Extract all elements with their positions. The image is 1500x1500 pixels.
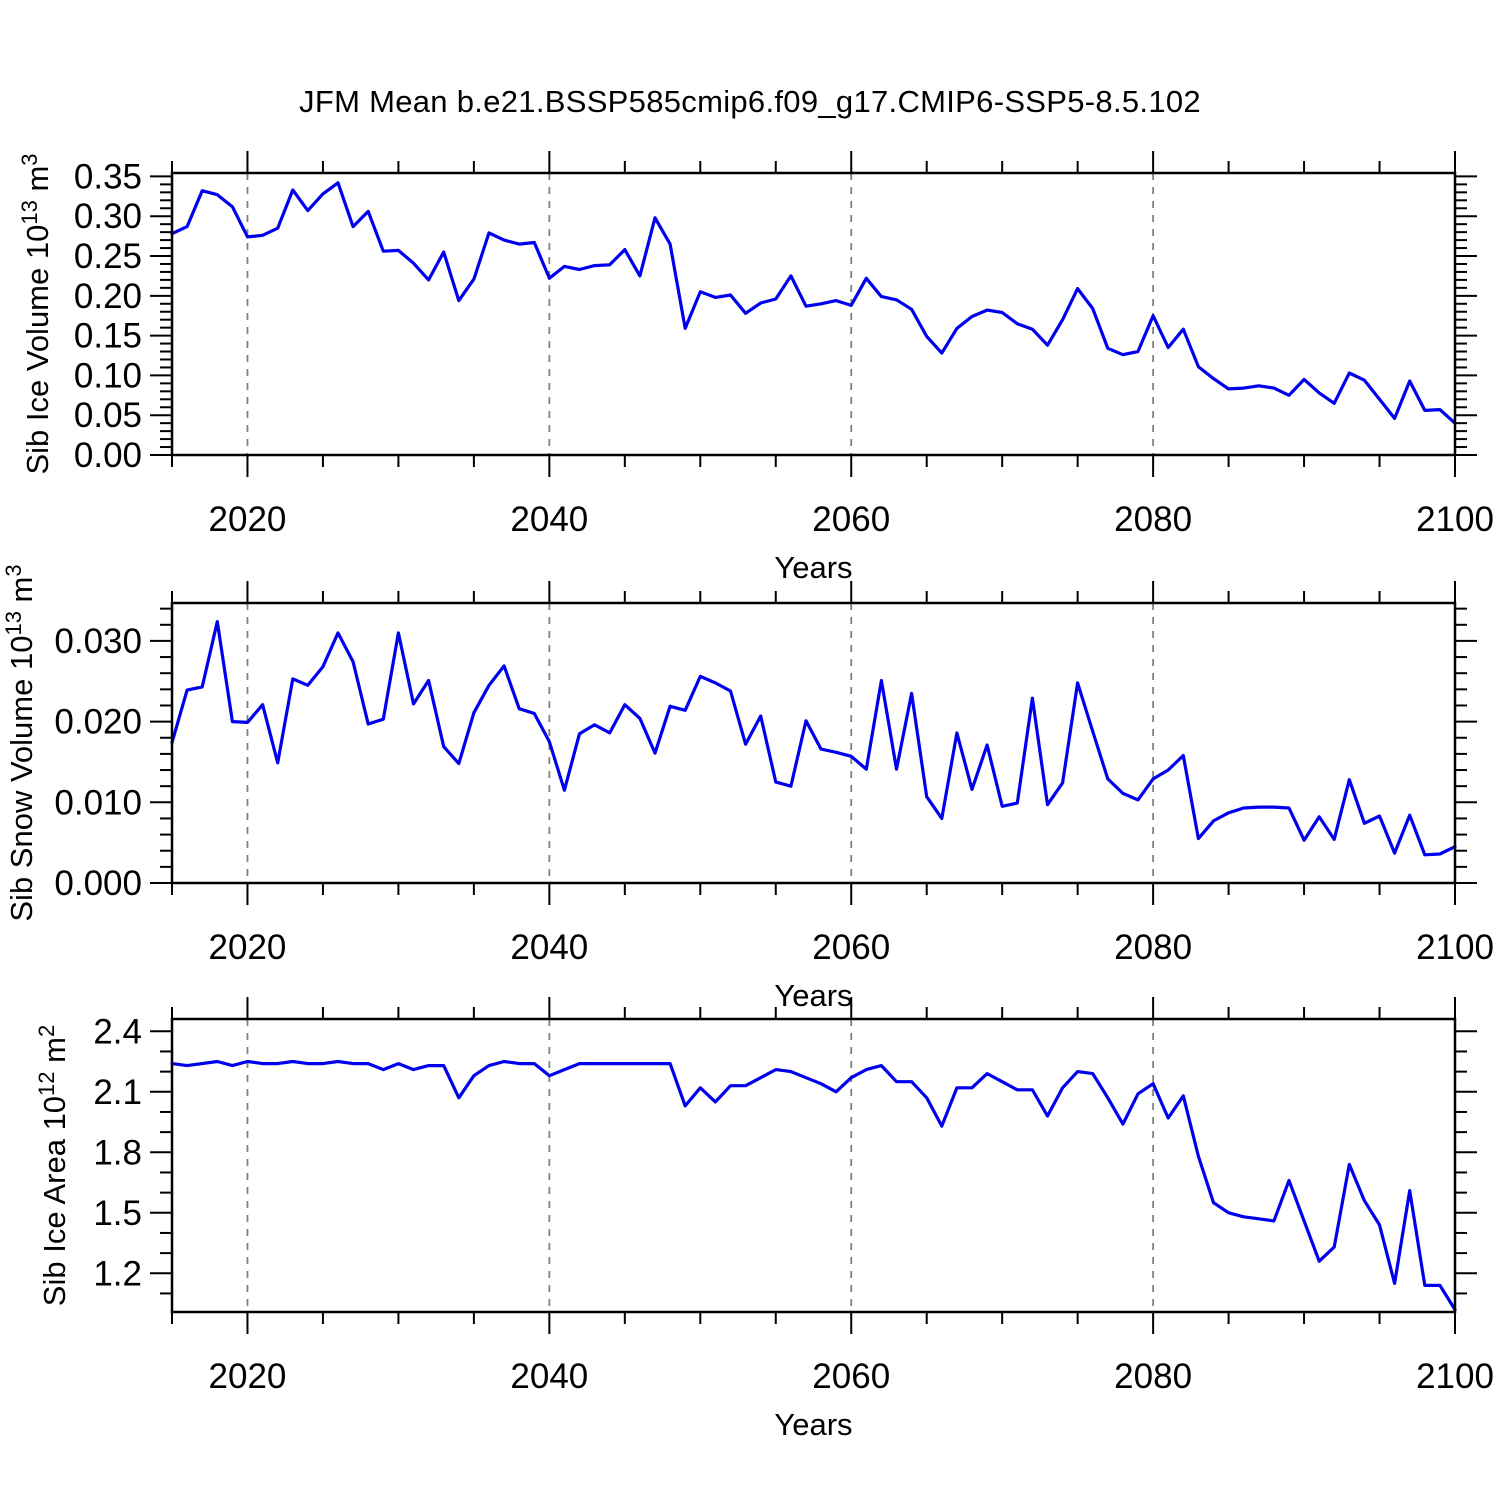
x-tick-label: 2040 bbox=[510, 928, 588, 967]
x-tick-label: 2100 bbox=[1416, 928, 1494, 967]
y-tick-label: 2.4 bbox=[93, 1012, 142, 1051]
x-axis-label: Years bbox=[774, 1407, 852, 1442]
y-axis-label-exponent: 3 bbox=[1, 564, 26, 576]
x-axis-label: Years bbox=[774, 550, 852, 585]
x-tick-label: 2080 bbox=[1114, 500, 1192, 539]
x-tick-label: 2060 bbox=[812, 1357, 890, 1396]
plot-frame bbox=[170, 171, 1457, 457]
y-tick-label: 1.5 bbox=[93, 1194, 142, 1233]
y-tick-label: 0.15 bbox=[74, 317, 142, 356]
x-tick-label: 2100 bbox=[1416, 1357, 1494, 1396]
x-tick-label: 2080 bbox=[1114, 1357, 1192, 1396]
y-tick-label: 0.000 bbox=[54, 864, 142, 903]
y-axis-label-exponent: 3 bbox=[17, 153, 42, 165]
y-axis-label-text: Sib Ice Volume 10 bbox=[20, 225, 55, 475]
data-line bbox=[170, 181, 1457, 425]
y-tick-label: 0.030 bbox=[54, 622, 142, 661]
figure-title: JFM Mean b.e21.BSSP585cmip6.f09_g17.CMIP… bbox=[299, 84, 1201, 119]
y-axis-label-exponent: 13 bbox=[17, 200, 42, 224]
data-line bbox=[170, 619, 1457, 857]
x-tick-label: 2100 bbox=[1416, 500, 1494, 539]
x-tick-label: 2020 bbox=[209, 500, 287, 539]
y-axis-label-text: m bbox=[37, 1037, 72, 1071]
y-axis-label-text: Sib Snow Volume 10 bbox=[4, 636, 39, 922]
panel-sib-ice-volume: 2020 2040 2060 2080 2100 0.000.050.100.150.20… bbox=[17, 151, 1494, 585]
y-tick-label: 0.30 bbox=[74, 197, 142, 236]
x-tick-label: 2020 bbox=[209, 1357, 287, 1396]
y-axis-label-text: Sib Ice Area 10 bbox=[37, 1096, 72, 1306]
y-axis-label: Sib Snow Volume 1013 m3 bbox=[1, 564, 39, 921]
y-axis-label: Sib Ice Area 1012 m2 bbox=[34, 1025, 72, 1306]
plot-frame bbox=[170, 1017, 1457, 1314]
y-tick-label: 0.20 bbox=[74, 277, 142, 316]
panel-sib-snow-volume: 2020 2040 2060 2080 2100 0.000 0.010 0.020 0.030… bbox=[1, 564, 1494, 1013]
y-tick-label: 0.10 bbox=[74, 356, 142, 395]
x-tick-label: 2060 bbox=[812, 928, 890, 967]
x-tick-label: 2040 bbox=[510, 500, 588, 539]
y-tick-label: 2.1 bbox=[93, 1073, 142, 1112]
y-tick-label: 1.2 bbox=[93, 1254, 142, 1293]
y-tick-label: 0.020 bbox=[54, 703, 142, 742]
y-axis-label-text: m bbox=[4, 577, 39, 611]
y-tick-label: 1.8 bbox=[93, 1133, 142, 1172]
y-tick-label: 0.05 bbox=[74, 396, 142, 435]
panel-sib-ice-area: 2020 2040 2060 2080 2100 1.2 1.5 1.8 2.1 2.4 Years… bbox=[34, 997, 1494, 1442]
y-tick-label: 0.00 bbox=[74, 436, 142, 475]
y-tick-label: 0.010 bbox=[54, 783, 142, 822]
data-line bbox=[170, 1059, 1457, 1312]
y-axis-label-exponent: 13 bbox=[1, 611, 26, 635]
y-axis-label-text: m bbox=[20, 166, 55, 200]
plot-frame bbox=[170, 601, 1457, 885]
y-tick-label: 0.35 bbox=[74, 157, 142, 196]
x-tick-label: 2080 bbox=[1114, 928, 1192, 967]
x-tick-label: 2040 bbox=[510, 1357, 588, 1396]
x-axis-label: Years bbox=[774, 978, 852, 1013]
y-tick-label: 0.25 bbox=[74, 237, 142, 276]
x-tick-label: 2020 bbox=[209, 928, 287, 967]
x-tick-label: 2060 bbox=[812, 500, 890, 539]
y-axis-label: Sib Ice Volume 1013 m3 bbox=[17, 153, 55, 474]
y-axis-label-exponent: 12 bbox=[34, 1071, 59, 1095]
y-axis-label-exponent: 2 bbox=[34, 1025, 59, 1037]
